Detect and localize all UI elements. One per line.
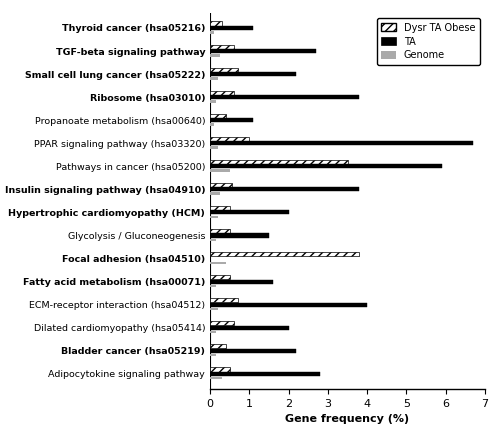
- Bar: [210, 206, 230, 210]
- Bar: [210, 280, 273, 284]
- Bar: [210, 285, 216, 287]
- Bar: [210, 210, 288, 214]
- Bar: [210, 377, 222, 379]
- Bar: [210, 54, 220, 57]
- Bar: [210, 137, 250, 141]
- Bar: [210, 146, 218, 149]
- Bar: [210, 216, 218, 218]
- Bar: [210, 308, 218, 310]
- Bar: [210, 100, 216, 103]
- Bar: [210, 354, 216, 356]
- Bar: [210, 123, 214, 126]
- Bar: [210, 275, 230, 279]
- Bar: [210, 344, 226, 349]
- Bar: [210, 233, 269, 238]
- Bar: [210, 321, 234, 325]
- Bar: [210, 95, 360, 99]
- Bar: [210, 326, 288, 330]
- Bar: [210, 160, 348, 164]
- Bar: [210, 44, 234, 49]
- Bar: [210, 169, 230, 172]
- Bar: [210, 91, 234, 95]
- Bar: [210, 26, 253, 30]
- Bar: [210, 262, 226, 264]
- Bar: [210, 22, 222, 25]
- Bar: [210, 193, 220, 195]
- Bar: [210, 49, 316, 53]
- X-axis label: Gene frequency (%): Gene frequency (%): [286, 414, 410, 424]
- Bar: [210, 118, 253, 122]
- Bar: [210, 72, 296, 76]
- Bar: [210, 372, 320, 376]
- Bar: [210, 114, 226, 118]
- Bar: [210, 349, 296, 353]
- Bar: [210, 298, 238, 302]
- Bar: [210, 187, 360, 191]
- Bar: [210, 67, 238, 72]
- Bar: [210, 252, 360, 256]
- Bar: [210, 183, 232, 187]
- Bar: [210, 31, 214, 34]
- Bar: [210, 141, 473, 145]
- Bar: [210, 238, 216, 241]
- Bar: [210, 302, 367, 307]
- Bar: [210, 229, 230, 233]
- Bar: [210, 367, 230, 372]
- Bar: [210, 77, 218, 79]
- Bar: [210, 164, 442, 168]
- Legend: Dysr TA Obese, TA, Genome: Dysr TA Obese, TA, Genome: [376, 18, 480, 65]
- Bar: [210, 331, 216, 334]
